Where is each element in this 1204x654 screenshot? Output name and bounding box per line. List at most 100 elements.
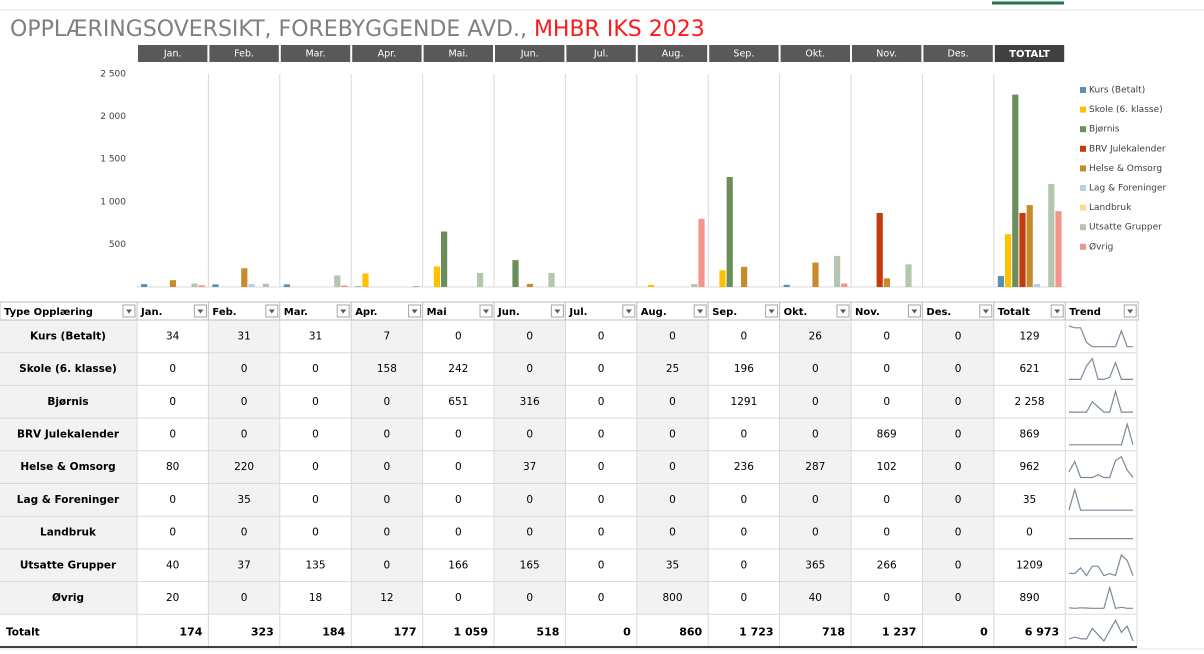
- cell-value: 0: [169, 494, 176, 506]
- bar: [334, 275, 341, 287]
- bar: [1033, 284, 1040, 287]
- sparkline: [1068, 585, 1133, 609]
- bar: [1048, 183, 1055, 287]
- column-header-label: Mar.: [284, 307, 308, 318]
- filter-arrow: [268, 309, 275, 314]
- title: OPPLÆRINGSOVERSIKT, FOREBYGGENDE AVD., M…: [10, 17, 705, 42]
- bar: [876, 212, 883, 287]
- cell-value: 20: [166, 592, 179, 604]
- cell-value: 0: [598, 527, 605, 539]
- y-tick-label: 2 000: [100, 112, 126, 122]
- totals-value: 1 237: [882, 626, 916, 639]
- cell-value: 158: [377, 363, 397, 375]
- row-label: Skole (6. klasse): [19, 363, 117, 375]
- cell-value: 0: [384, 428, 391, 440]
- legend-label: Bjørnis: [1089, 125, 1120, 135]
- cell-value: 0: [741, 428, 748, 440]
- filter-arrow: [554, 309, 561, 314]
- row-label: Helse & Omsorg: [20, 461, 115, 473]
- bar: [212, 284, 219, 287]
- row-label: Lag & Foreninger: [17, 494, 120, 506]
- cell-value: 0: [669, 330, 676, 342]
- cell-value: 0: [669, 494, 676, 506]
- cell-value: 0: [812, 363, 819, 375]
- column-header-label: Mai: [427, 307, 447, 318]
- filter-arrow: [768, 309, 775, 314]
- legend-swatch: [1080, 106, 1086, 113]
- month-header-label: Nov.: [876, 49, 897, 60]
- cell-value: 0: [955, 396, 962, 408]
- month-header-label: Apr.: [378, 49, 397, 60]
- filter-arrow: [840, 309, 846, 314]
- month-header-cell: [852, 45, 922, 62]
- cell-value: 7: [384, 330, 391, 342]
- cell-value: 0: [526, 592, 533, 604]
- cell-value: 316: [520, 396, 540, 408]
- cell-value: 0: [883, 363, 890, 375]
- column-header-label: Jul.: [568, 307, 587, 318]
- bar: [783, 284, 790, 287]
- bar: [362, 273, 369, 287]
- cell-value: 166: [448, 559, 468, 571]
- cell-value: 0: [455, 494, 462, 506]
- legend-label: Kurs (Betalt): [1089, 86, 1145, 96]
- cell-value: 18: [309, 592, 322, 604]
- cell-value: 0: [384, 396, 391, 408]
- column-header-label: Apr.: [355, 307, 377, 318]
- cell-value: 0: [384, 559, 391, 571]
- cell-value: 31: [309, 330, 322, 342]
- cell-value: 40: [166, 559, 179, 571]
- cell-value: 0: [955, 592, 962, 604]
- totals-value: 1 059: [454, 626, 488, 639]
- cell-value: 0: [741, 559, 748, 571]
- cell-value: 12: [380, 592, 393, 604]
- month-header-cell: [780, 45, 850, 62]
- cell-value: 890: [1019, 592, 1039, 604]
- filter-arrow: [483, 309, 489, 314]
- cell-value: 0: [455, 428, 462, 440]
- cell-value: 0: [312, 396, 319, 408]
- cell-value: 962: [1019, 461, 1039, 473]
- month-header-label: Okt.: [805, 49, 825, 60]
- cell-value: 0: [169, 428, 176, 440]
- title-highlight: MHBR IKS 2023: [534, 17, 705, 42]
- filter-arrow: [625, 309, 632, 314]
- month-header-cell: [994, 45, 1065, 62]
- bar: [341, 285, 348, 287]
- bar: [883, 278, 890, 287]
- month-header-cell: [423, 45, 493, 62]
- bar: [248, 284, 255, 287]
- legend-swatch: [1080, 185, 1086, 191]
- row-label: Øvrig: [52, 592, 84, 604]
- cell-value: 0: [741, 527, 748, 539]
- cell-value: 0: [669, 461, 676, 473]
- bar: [191, 283, 198, 287]
- cell-value: 0: [312, 494, 319, 506]
- cell-value: 102: [877, 461, 897, 473]
- cell-value: 0: [312, 527, 319, 539]
- filter-arrow: [340, 309, 347, 314]
- cell-value: 25: [666, 363, 679, 375]
- cell-value: 365: [805, 559, 825, 571]
- cell-value: 0: [526, 494, 533, 506]
- legend-swatch: [1080, 224, 1086, 231]
- cell-value: 0: [955, 363, 962, 375]
- cell-value: 2 258: [1014, 396, 1044, 408]
- cell-value: 287: [805, 461, 825, 473]
- bar: [477, 272, 484, 287]
- legend-swatch: [1080, 165, 1086, 172]
- y-tick-label: 1 000: [100, 197, 126, 207]
- column-header-label: Jun.: [497, 307, 520, 318]
- bar: [741, 266, 748, 287]
- cell-value: 0: [598, 428, 605, 440]
- bar: [726, 177, 733, 287]
- legend-swatch: [1080, 243, 1086, 250]
- month-header-cell: [637, 45, 708, 62]
- bar: [548, 272, 555, 287]
- cell-value: 80: [166, 461, 179, 473]
- cell-value: 0: [241, 396, 248, 408]
- month-header-cell: [280, 45, 351, 62]
- column-shade: [636, 320, 709, 615]
- cell-value: 0: [741, 592, 748, 604]
